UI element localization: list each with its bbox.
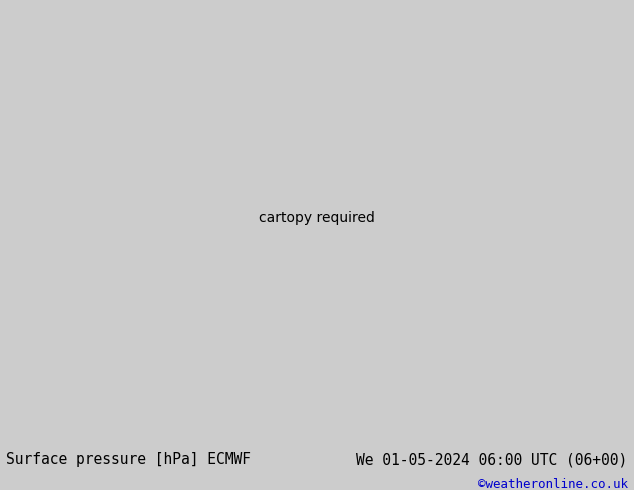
- Text: ©weatheronline.co.uk: ©weatheronline.co.uk: [477, 478, 628, 490]
- Text: Surface pressure [hPa] ECMWF: Surface pressure [hPa] ECMWF: [6, 452, 251, 467]
- Text: cartopy required: cartopy required: [259, 211, 375, 225]
- Text: We 01-05-2024 06:00 UTC (06+00): We 01-05-2024 06:00 UTC (06+00): [356, 452, 628, 467]
